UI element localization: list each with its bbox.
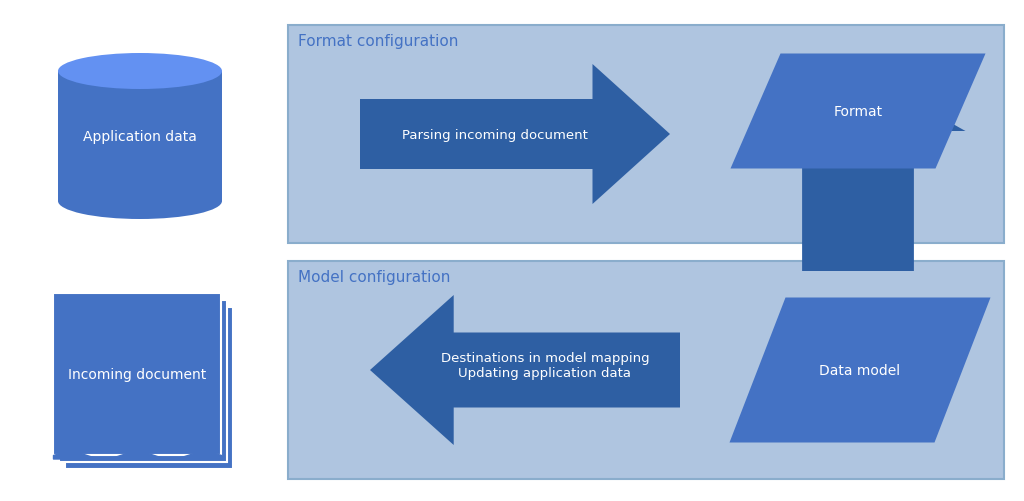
- Text: Format mapping
Porting data to
data model: Format mapping Porting data to data mode…: [807, 108, 909, 151]
- Polygon shape: [730, 55, 985, 169]
- Text: Destinations in model mapping
Updating application data: Destinations in model mapping Updating a…: [440, 351, 649, 379]
- FancyBboxPatch shape: [53, 294, 221, 455]
- FancyBboxPatch shape: [65, 308, 233, 469]
- Ellipse shape: [58, 54, 222, 90]
- Text: Format configuration: Format configuration: [298, 34, 459, 49]
- FancyBboxPatch shape: [288, 262, 1004, 479]
- Text: Format: Format: [834, 105, 883, 119]
- Polygon shape: [370, 296, 680, 445]
- Text: Incoming document: Incoming document: [68, 367, 206, 381]
- Polygon shape: [751, 72, 966, 272]
- FancyBboxPatch shape: [59, 301, 227, 462]
- Text: Parsing incoming document: Parsing incoming document: [402, 128, 588, 141]
- Text: Model configuration: Model configuration: [298, 270, 451, 285]
- Text: Data model: Data model: [819, 363, 900, 377]
- FancyBboxPatch shape: [58, 72, 222, 201]
- Polygon shape: [729, 298, 990, 442]
- FancyBboxPatch shape: [288, 26, 1004, 243]
- Text: Application data: Application data: [83, 130, 197, 144]
- Polygon shape: [360, 65, 670, 204]
- Ellipse shape: [58, 184, 222, 219]
